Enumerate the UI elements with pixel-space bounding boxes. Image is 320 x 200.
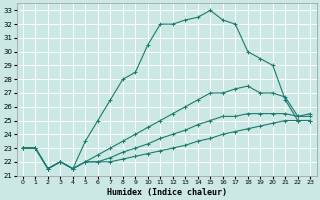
- X-axis label: Humidex (Indice chaleur): Humidex (Indice chaleur): [107, 188, 227, 197]
